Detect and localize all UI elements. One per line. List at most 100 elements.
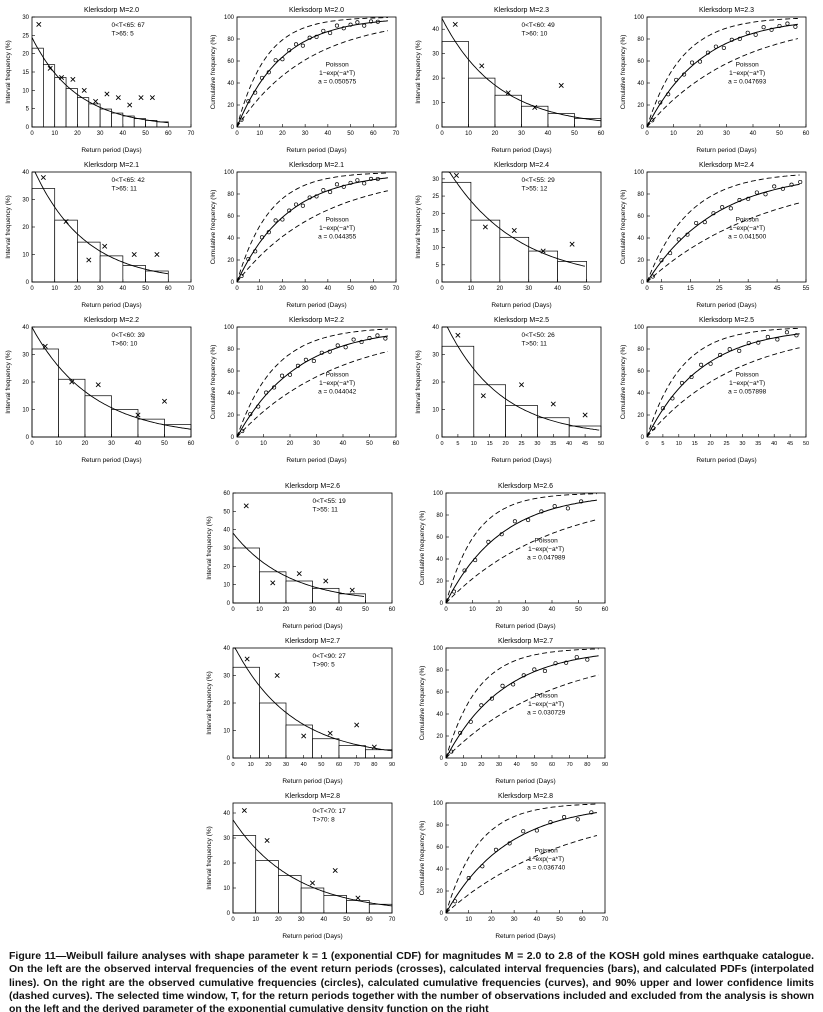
chart-title: Klerksdorp M=2.2 <box>84 317 139 324</box>
x-tick-label: 30 <box>97 286 104 292</box>
fit-annotation: a = 0.041500 <box>728 234 767 241</box>
x-axis-label: Return period (Days) <box>696 457 756 464</box>
y-tick-label: 10 <box>432 101 439 107</box>
x-tick-label: 20 <box>275 917 282 923</box>
y-tick-label: 60 <box>227 214 234 220</box>
axis-ticks: 0 10 20 30 40 50 60 0 10 20 30 40 <box>22 325 195 447</box>
y-tick-label: 40 <box>223 811 230 817</box>
y-tick-label: 60 <box>227 59 234 65</box>
y-tick-label: 40 <box>227 391 234 397</box>
axis-ticks: 0 5 15 25 35 45 55 0 20 40 60 80 100 <box>634 170 810 292</box>
y-axis-label: Cumulative frequency (%) <box>620 190 627 265</box>
fit-annotation: a = 0.047693 <box>728 79 767 86</box>
x-tick-label: 20 <box>708 441 714 447</box>
x-tick-label: 40 <box>340 441 347 447</box>
pdf-curve <box>232 532 364 597</box>
x-tick-label: 90 <box>388 762 394 768</box>
y-tick-label: 80 <box>227 192 234 198</box>
x-tick-label: 20 <box>492 131 499 137</box>
y-tick-label: 0 <box>26 435 30 441</box>
chart-title: Klerksdorp M=2.7 <box>497 638 552 645</box>
x-tick-label: 30 <box>97 131 104 137</box>
y-tick-label: 80 <box>436 823 443 829</box>
x-tick-label: 80 <box>371 762 377 768</box>
x-tick-label: 35 <box>745 286 752 292</box>
chart-canvas: Klerksdorp M=2.7 0<T<90: 27 T>90: 5 0 10 20 30… <box>206 638 395 785</box>
figure-caption: Figure 11—Weibull failure analyses with … <box>0 940 823 1012</box>
confidence-upper-curve <box>236 328 388 438</box>
x-tick-label: 0 <box>30 441 34 447</box>
cdf-curve <box>236 335 388 438</box>
y-tick-label: 60 <box>436 535 443 541</box>
y-tick-label: 60 <box>436 845 443 851</box>
y-tick-label: 40 <box>227 236 234 242</box>
fit-annotation: 1−exp(−a*T) <box>319 380 355 387</box>
x-tick-label: 10 <box>256 286 263 292</box>
window-annotation: 0<T<65: 42 <box>112 177 146 184</box>
fit-annotation: Poisson <box>534 538 558 545</box>
pdf-curve <box>232 819 392 907</box>
x-tick-label: 60 <box>601 607 608 613</box>
x-tick-label: 70 <box>566 762 572 768</box>
y-tick-label: 30 <box>223 836 230 842</box>
x-axis-label: Return period (Days) <box>286 302 346 309</box>
x-tick-label: 60 <box>335 762 341 768</box>
y-tick-label: 30 <box>22 198 29 204</box>
x-tick-label: 45 <box>582 441 588 447</box>
x-tick-label: 50 <box>343 917 350 923</box>
x-tick-label: 60 <box>388 607 395 613</box>
x-tick-label: 25 <box>716 286 723 292</box>
chart-m2-1-cumulative: Klerksdorp M=2.1 Poisson 1−exp(−a*T) a = 0.… <box>207 159 403 309</box>
x-tick-label: 5 <box>660 286 664 292</box>
axis-frame <box>445 492 605 604</box>
cdf-curve <box>646 333 800 438</box>
x-tick-label: 10 <box>468 286 475 292</box>
crosses-series <box>452 21 564 110</box>
y-tick-label: 80 <box>637 192 644 198</box>
y-tick-label: 20 <box>22 380 29 386</box>
axis-ticks: 0 10 20 30 40 50 60 0 20 40 60 80 100 <box>432 491 608 613</box>
chart-canvas: Klerksdorp M=2.0 0<T<65: 67 T>65: 5 0 10 20 30… <box>5 7 195 154</box>
cdf-curve <box>236 20 388 128</box>
x-tick-label: 70 <box>393 131 400 137</box>
chart-canvas: Klerksdorp M=2.4 0<T<55: 29 T>55: 12 0 10 20 3… <box>415 162 602 309</box>
y-tick-label: 20 <box>436 734 443 740</box>
y-tick-label: 15 <box>22 70 29 76</box>
x-tick-label: 40 <box>120 131 127 137</box>
cdf-curve <box>646 183 800 283</box>
chart-m2-8-interval: Klerksdorp M=2.8 0<T<70: 17 T>70: 8 0 10 20 30… <box>203 790 399 940</box>
y-axis-label: Cumulative frequency (%) <box>210 190 217 265</box>
y-tick-label: 40 <box>436 557 443 563</box>
pdf-curve <box>32 171 169 275</box>
crosses-series <box>243 503 355 593</box>
window-annotation: 0<T<60: 39 <box>112 332 146 339</box>
y-tick-label: 30 <box>22 15 29 21</box>
x-tick-label: 0 <box>440 286 444 292</box>
x-tick-label: 0 <box>440 441 443 447</box>
x-tick-label: 40 <box>545 131 552 137</box>
x-tick-label: 20 <box>495 607 502 613</box>
observed-circles <box>448 655 589 754</box>
x-tick-label: 25 <box>518 441 524 447</box>
y-tick-label: 20 <box>22 225 29 231</box>
y-tick-label: 30 <box>432 177 439 183</box>
y-tick-label: 100 <box>634 170 645 176</box>
y-tick-label: 60 <box>637 369 644 375</box>
x-tick-label: 70 <box>388 917 395 923</box>
chart-title: Klerksdorp M=2.1 <box>84 162 139 169</box>
window-annotation: 0<T<70: 17 <box>312 808 346 815</box>
y-tick-label: 10 <box>22 88 29 94</box>
y-tick-label: 0 <box>439 756 443 762</box>
y-tick-label: 20 <box>223 564 230 570</box>
y-tick-label: 25 <box>432 194 439 200</box>
fit-annotation: 1−exp(−a*T) <box>528 546 564 553</box>
y-tick-label: 0 <box>231 280 235 286</box>
x-tick-label: 10 <box>670 131 677 137</box>
y-tick-label: 0 <box>439 911 443 917</box>
x-tick-label: 30 <box>522 607 529 613</box>
figure-caption-text: Figure 11—Weibull failure analyses with … <box>9 950 814 1012</box>
x-tick-label: 70 <box>601 917 608 923</box>
x-axis-label: Return period (Days) <box>282 623 342 630</box>
